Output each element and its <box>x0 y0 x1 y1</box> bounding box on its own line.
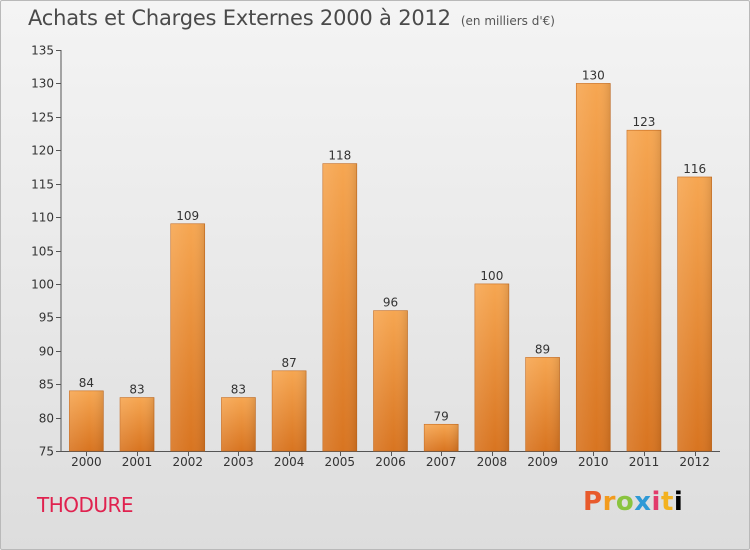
x-tick-label-2008: 2008 <box>477 455 508 469</box>
y-tick-label: 95 <box>39 311 54 325</box>
data-label-2010: 130 <box>582 68 605 82</box>
data-labels: 84 83 109 83 87 118 96 79 100 89 130 123 116 <box>79 68 706 423</box>
x-tick-label-2007: 2007 <box>426 455 457 469</box>
bar-shade-2002 <box>170 223 205 451</box>
title-text: Achats et Charges Externes 2000 à 2012 <box>28 6 451 30</box>
x-tick-label-2003: 2003 <box>223 455 254 469</box>
y-tick-label: 110 <box>31 211 54 225</box>
y-tick-label: 130 <box>31 77 54 91</box>
y-tick-label: 85 <box>39 378 54 392</box>
bar-shade-2000 <box>69 390 104 451</box>
city-name: THODURE <box>37 493 134 517</box>
x-tick-label-2009: 2009 <box>527 455 558 469</box>
x-tick-label-2005: 2005 <box>325 455 356 469</box>
bar-shade-2008 <box>474 283 509 451</box>
y-tick-label: 90 <box>39 345 54 359</box>
bars <box>69 83 712 452</box>
chart-title: Achats et Charges Externes 2000 à 2012 (e… <box>28 6 555 30</box>
data-label-2012: 116 <box>683 162 706 176</box>
y-tick-label: 120 <box>31 144 54 158</box>
y-tick-label: 115 <box>31 178 54 192</box>
y-tick-label: 135 <box>31 44 54 58</box>
y-tick-label: 100 <box>31 278 54 292</box>
x-tick-label-2004: 2004 <box>274 455 305 469</box>
x-tick-label-2010: 2010 <box>578 455 609 469</box>
data-label-2008: 100 <box>480 269 503 283</box>
bar-shade-2005 <box>322 163 357 451</box>
y-tick-label: 80 <box>39 412 54 426</box>
data-label-2006: 96 <box>383 296 398 310</box>
x-tick-label-2012: 2012 <box>679 455 710 469</box>
x-tick-label-2006: 2006 <box>375 455 406 469</box>
data-label-2005: 118 <box>328 149 351 163</box>
data-label-2002: 109 <box>176 209 199 223</box>
data-label-2001: 83 <box>129 383 144 397</box>
bar-shade-2009 <box>525 357 560 451</box>
bar-shade-2012 <box>677 176 712 451</box>
x-tick-label-2000: 2000 <box>71 455 102 469</box>
y-tick-label: 125 <box>31 111 54 125</box>
y-axis: 75 80 85 90 95 100 105 110 115 120 125 130 135 <box>31 44 62 459</box>
bar-shade-2001 <box>120 397 155 451</box>
bar-shade-2010 <box>576 83 611 452</box>
bar-shade-2006 <box>373 310 408 451</box>
proxiti-logo: Proxiti <box>583 487 684 517</box>
y-tick-label: 105 <box>31 245 54 259</box>
y-tick-label: 75 <box>39 445 54 459</box>
x-tick-label-2002: 2002 <box>172 455 203 469</box>
data-label-2009: 89 <box>535 342 550 356</box>
data-label-2003: 83 <box>231 383 246 397</box>
bar-shade-2007 <box>424 424 459 451</box>
data-label-2000: 84 <box>79 376 94 390</box>
title-unit: (en milliers d'€) <box>460 14 555 28</box>
x-tick-label-2011: 2011 <box>629 455 660 469</box>
data-label-2004: 87 <box>281 356 296 370</box>
bar-shade-2003 <box>221 397 256 451</box>
bar-shade-2004 <box>272 370 307 451</box>
x-axis: 2000 2001 2002 2003 2004 2005 2006 2007 2008 2009… <box>61 451 720 469</box>
x-tick-label-2001: 2001 <box>122 455 153 469</box>
bar-shade-2011 <box>626 130 661 451</box>
data-label-2011: 123 <box>633 115 656 129</box>
data-label-2007: 79 <box>434 409 449 423</box>
